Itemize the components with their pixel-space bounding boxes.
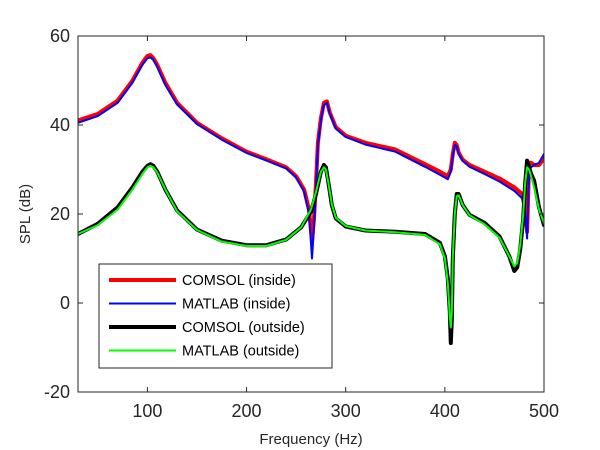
x-tick-label: 500 (529, 401, 559, 421)
y-tick-label: 40 (50, 115, 70, 135)
x-axis-label: Frequency (Hz) (259, 431, 362, 448)
y-axis-label: SPL (dB) (17, 184, 34, 244)
legend-entries: COMSOL (inside) MATLAB (inside) COMSOL (ou… (109, 273, 305, 360)
legend-label: COMSOL (outside) (182, 320, 305, 336)
series-layer (78, 53, 544, 346)
y-tick-label: 20 (50, 204, 70, 224)
legend-label: COMSOL (inside) (182, 273, 296, 289)
series-line-4 (78, 164, 544, 329)
x-tick-label: 100 (132, 401, 162, 421)
x-tick-label: 300 (331, 401, 361, 421)
x-tick-label: 200 (232, 401, 262, 421)
legend-label: MATLAB (inside) (182, 297, 291, 313)
series-line-2 (78, 56, 544, 260)
y-tick-label: -20 (44, 382, 70, 402)
x-tick-label: 400 (430, 401, 460, 421)
y-tick-label: 60 (50, 26, 70, 46)
ticks-layer: 100 200 300 400 500 -20 0 20 40 60 (44, 26, 559, 421)
legend: COMSOL (inside) MATLAB (inside) COMSOL (ou… (98, 263, 333, 369)
legend-label: MATLAB (outside) (182, 344, 299, 360)
y-tick-label: 0 (60, 293, 70, 313)
